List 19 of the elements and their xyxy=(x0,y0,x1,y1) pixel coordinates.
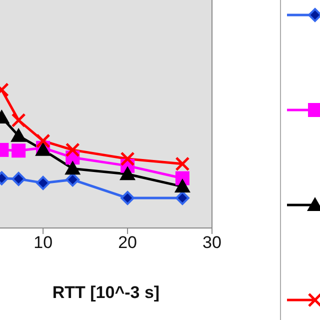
point xyxy=(120,166,136,180)
point xyxy=(120,191,135,206)
point xyxy=(64,160,81,175)
point xyxy=(10,128,27,142)
point xyxy=(175,156,190,172)
point xyxy=(175,191,190,206)
point xyxy=(65,142,80,158)
point xyxy=(120,152,135,166)
x-tick-label: 20 xyxy=(118,233,137,252)
point xyxy=(11,112,26,128)
point xyxy=(12,144,26,158)
x-tick-label: 10 xyxy=(34,233,53,252)
x-axis-title: RTT [10^-3 s] xyxy=(52,283,160,302)
point xyxy=(36,134,50,148)
point xyxy=(174,178,190,193)
x-tick-label: 30 xyxy=(202,233,222,252)
point xyxy=(66,172,80,187)
point xyxy=(36,176,50,190)
point xyxy=(12,172,26,186)
